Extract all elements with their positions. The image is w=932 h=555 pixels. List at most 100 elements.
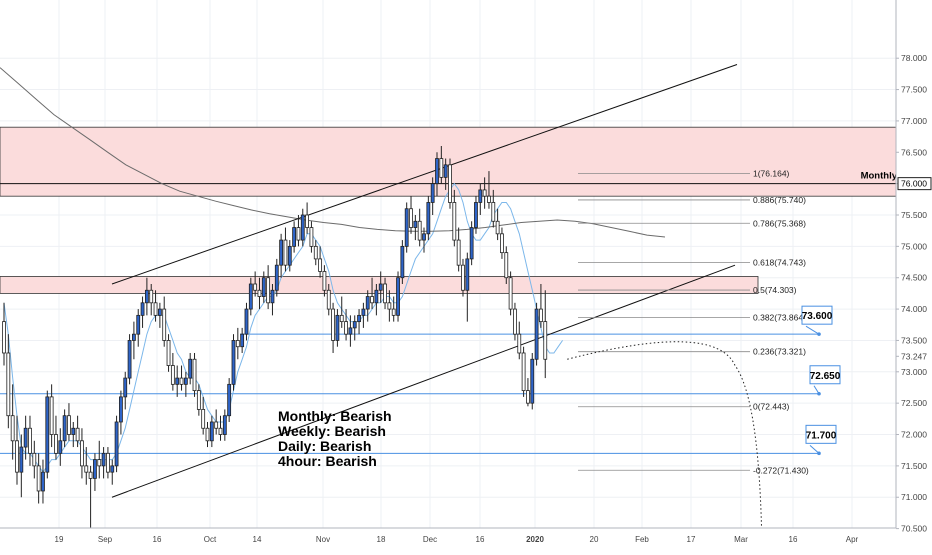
candle [10,384,15,460]
candle [149,283,154,316]
candle-body [15,440,19,473]
price-tick-label: 71.500 [901,461,927,471]
target-callout: 72.650 [809,365,841,396]
fib-label: 0(72.443) [753,402,790,412]
price-tag-label: 76.000 [901,179,927,189]
candle-body [435,158,439,185]
candle [235,327,240,360]
projection-path [567,341,763,551]
candle-body [106,452,110,473]
candle [370,277,374,310]
fib-label: 0.618(74.743) [753,257,806,267]
candle [231,334,236,391]
candle [417,208,422,247]
candle-body [348,327,353,335]
candle [378,271,383,303]
price-tick-label: 73.500 [901,335,927,345]
candle [23,415,28,460]
candle-body [456,239,461,266]
callout-box [805,424,837,444]
candle [322,265,327,297]
candle [283,227,288,272]
candle [222,409,227,441]
candle-body [417,220,422,241]
candle-body [19,446,24,473]
candle [6,334,11,429]
candle-body [543,321,548,360]
candle-body [383,283,387,304]
candle-body [495,220,500,235]
candle-body [36,465,41,492]
channel-upper-line [111,64,738,285]
candle [127,334,132,385]
candle [261,271,266,303]
candle [49,384,54,448]
candle [67,403,71,441]
candle [205,421,210,448]
candle-body [80,440,84,467]
candle-body [140,302,145,316]
price-tick-label: 76.500 [901,147,927,157]
candle-body [49,396,54,435]
candle-body [313,245,318,260]
candle [292,221,297,253]
candle-body [461,264,465,291]
target-callout: 73.600 [801,305,833,336]
candle-body [539,308,543,323]
candle [19,434,24,498]
candle-body [482,189,487,197]
candle [32,440,37,479]
candle [309,221,314,253]
candle-body [292,227,297,247]
price-tick-label: 73.247 [901,351,927,361]
candle-body [448,164,452,203]
fib-label: 0.236(73.321) [753,347,806,357]
candle [396,271,400,322]
price-tick-label: 72.000 [901,430,927,440]
candle-body [469,227,474,260]
candle [348,315,353,347]
time-axis-bg [0,528,896,550]
candle-body [287,245,292,266]
candle-body [422,233,426,241]
candle-body [374,289,379,304]
projection: 73.600 72.650 71.700 [567,305,841,551]
candle [495,208,500,241]
candle [517,321,522,360]
candle-body [149,289,154,304]
candle-body [443,164,448,178]
candle-body [274,264,279,291]
time-tick-label: 18 [377,535,386,544]
price-tick-label: 75.500 [901,210,927,220]
candle [119,390,123,435]
candle-body [214,421,219,429]
candle [175,365,180,397]
candle [504,246,509,284]
candle-body [58,440,63,454]
candle [97,440,102,479]
candle [374,283,379,316]
candle [183,371,188,397]
candle [469,221,474,266]
candle-body [84,465,89,473]
candle [136,309,141,347]
candle-body [209,421,214,442]
candle-body [365,296,370,310]
candle-body [508,277,513,310]
candle [534,302,539,366]
callout-dot [817,451,821,456]
candle-body [196,390,201,410]
candle [192,352,197,397]
candle-body [361,308,366,316]
candle-body [188,358,193,379]
candle [487,171,491,209]
candle [123,371,128,410]
callout-label: 72.650 [810,371,841,382]
candle [452,189,457,247]
candle-body [222,415,227,435]
candle [41,459,45,504]
candle [153,290,158,322]
candle [530,352,535,410]
candle-body [404,208,409,247]
candle-body [253,283,258,291]
